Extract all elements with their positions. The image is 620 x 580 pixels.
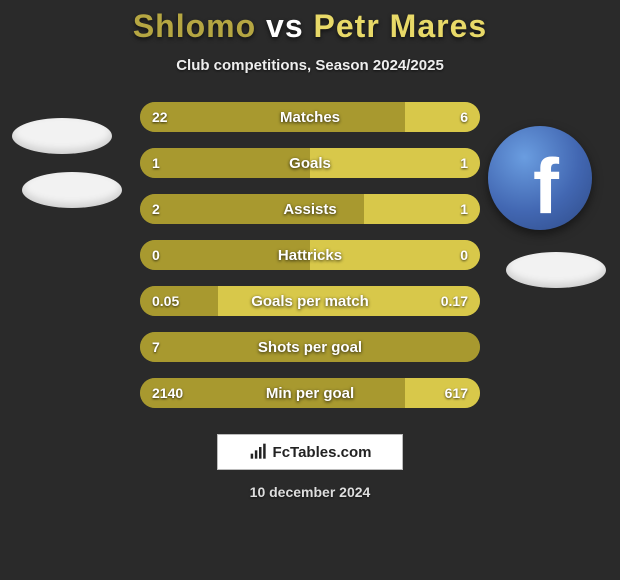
facebook-icon[interactable]: f (488, 126, 592, 230)
title-vs: vs (266, 8, 304, 44)
bar-text-layer: 0Hattricks0 (140, 240, 480, 270)
page-title: Shlomo vs Petr Mares (0, 0, 620, 45)
brand-text: FcTables.com (273, 444, 372, 461)
stat-label: Goals per match (140, 293, 480, 310)
bar-text-layer: 2140Min per goal617 (140, 378, 480, 408)
bar-text-layer: 2Assists1 (140, 194, 480, 224)
stat-row: 2140Min per goal617 (140, 378, 480, 408)
avatar-left-bottom (22, 172, 122, 208)
bar-text-layer: 22Matches6 (140, 102, 480, 132)
stat-label: Hattricks (140, 247, 480, 264)
subtitle: Club competitions, Season 2024/2025 (0, 57, 620, 74)
avatar-right-bottom (506, 252, 606, 288)
stat-row: 7Shots per goal (140, 332, 480, 362)
chart-bars-icon (249, 442, 269, 462)
stat-row: 1Goals1 (140, 148, 480, 178)
title-player2: Petr Mares (314, 8, 488, 44)
stat-row: 2Assists1 (140, 194, 480, 224)
stat-label: Goals (140, 155, 480, 172)
stat-label: Assists (140, 201, 480, 218)
brand-badge[interactable]: FcTables.com (217, 434, 403, 470)
stat-row: 0Hattricks0 (140, 240, 480, 270)
bar-text-layer: 1Goals1 (140, 148, 480, 178)
stats-container: 22Matches6 1Goals1 2Assists1 0Hattricks0 0.0… (140, 102, 480, 408)
avatar-left-top (12, 118, 112, 154)
stat-label: Min per goal (140, 385, 480, 402)
title-player1: Shlomo (133, 8, 256, 44)
bar-text-layer: 7Shots per goal (140, 332, 480, 362)
facebook-f-glyph: f (533, 141, 559, 232)
stat-row: 22Matches6 (140, 102, 480, 132)
footer-date: 10 december 2024 (0, 484, 620, 500)
bar-text-layer: 0.05Goals per match0.17 (140, 286, 480, 316)
stat-label: Matches (140, 109, 480, 126)
stat-label: Shots per goal (140, 339, 480, 356)
stat-row: 0.05Goals per match0.17 (140, 286, 480, 316)
